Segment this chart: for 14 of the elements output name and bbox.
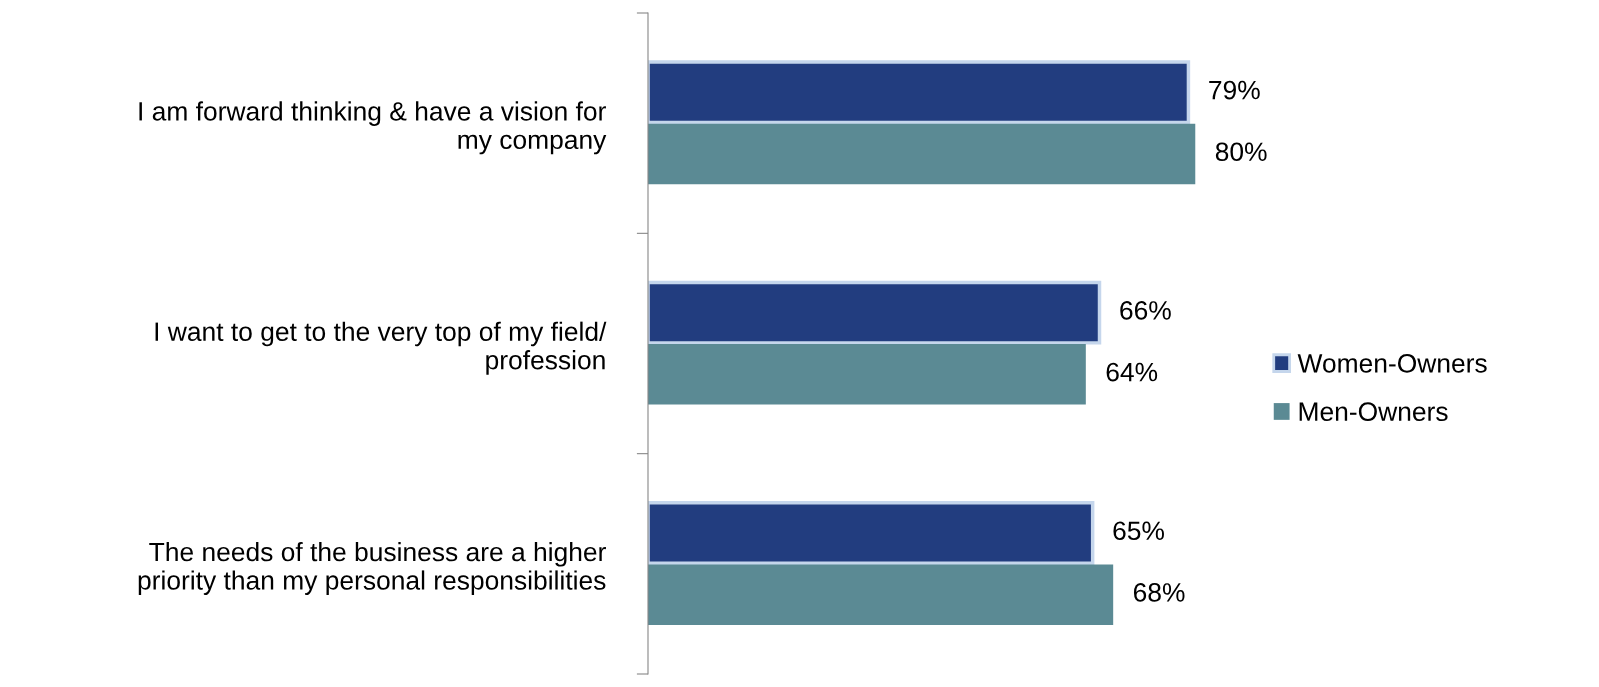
data-label: 68% [1133,583,1185,602]
y-tick-label: I am forward thinking & have a vision for my company [139,101,607,155]
data-label: 65% [1113,521,1164,541]
y-tick-label: I want to get to the very top of my field/ profession [155,321,607,375]
data-label: 79% [1209,80,1260,100]
legend-label: Men-Owners [1299,402,1448,422]
bar [648,344,1086,405]
data-label: 64% [1106,362,1158,382]
y-tick-label: The needs of the business are a higher priority than my personal responsibilities [138,541,606,595]
data-label: 66% [1120,301,1171,320]
legend-label: Women-Owners [1297,353,1487,373]
data-label: 80% [1215,142,1267,162]
bar [648,564,1114,625]
bar [648,123,1196,185]
